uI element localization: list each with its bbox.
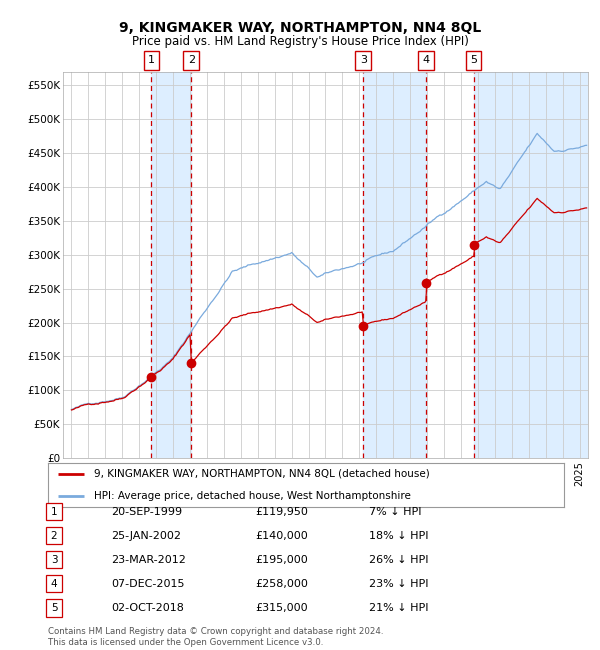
Text: 9, KINGMAKER WAY, NORTHAMPTON, NN4 8QL: 9, KINGMAKER WAY, NORTHAMPTON, NN4 8QL — [119, 21, 481, 35]
Bar — [151, 72, 191, 458]
Text: 5: 5 — [50, 603, 58, 613]
Text: 3: 3 — [360, 55, 367, 66]
Text: 9, KINGMAKER WAY, NORTHAMPTON, NN4 8QL (detached house): 9, KINGMAKER WAY, NORTHAMPTON, NN4 8QL (… — [94, 469, 430, 479]
Text: Price paid vs. HM Land Registry's House Price Index (HPI): Price paid vs. HM Land Registry's House … — [131, 35, 469, 48]
Text: 5: 5 — [470, 55, 477, 66]
Text: Contains HM Land Registry data © Crown copyright and database right 2024.
This d: Contains HM Land Registry data © Crown c… — [48, 627, 383, 647]
Text: 20-SEP-1999: 20-SEP-1999 — [111, 506, 182, 517]
Text: £119,950: £119,950 — [255, 506, 308, 517]
Text: HPI: Average price, detached house, West Northamptonshire: HPI: Average price, detached house, West… — [94, 491, 412, 501]
Text: 23-MAR-2012: 23-MAR-2012 — [111, 554, 186, 565]
Text: £258,000: £258,000 — [255, 578, 308, 589]
Text: 25-JAN-2002: 25-JAN-2002 — [111, 530, 181, 541]
Text: 26% ↓ HPI: 26% ↓ HPI — [369, 554, 428, 565]
Text: 4: 4 — [50, 578, 58, 589]
Text: 4: 4 — [422, 55, 430, 66]
Text: 23% ↓ HPI: 23% ↓ HPI — [369, 578, 428, 589]
Bar — [473, 72, 588, 458]
Text: 1: 1 — [148, 55, 155, 66]
Text: 2: 2 — [50, 530, 58, 541]
Text: 02-OCT-2018: 02-OCT-2018 — [111, 603, 184, 613]
Text: 3: 3 — [50, 554, 58, 565]
Text: £315,000: £315,000 — [255, 603, 308, 613]
Text: 18% ↓ HPI: 18% ↓ HPI — [369, 530, 428, 541]
Text: 7% ↓ HPI: 7% ↓ HPI — [369, 506, 421, 517]
Text: 1: 1 — [50, 506, 58, 517]
Text: 21% ↓ HPI: 21% ↓ HPI — [369, 603, 428, 613]
Text: 07-DEC-2015: 07-DEC-2015 — [111, 578, 185, 589]
Bar — [363, 72, 426, 458]
Text: £140,000: £140,000 — [255, 530, 308, 541]
Text: 2: 2 — [188, 55, 195, 66]
Text: £195,000: £195,000 — [255, 554, 308, 565]
